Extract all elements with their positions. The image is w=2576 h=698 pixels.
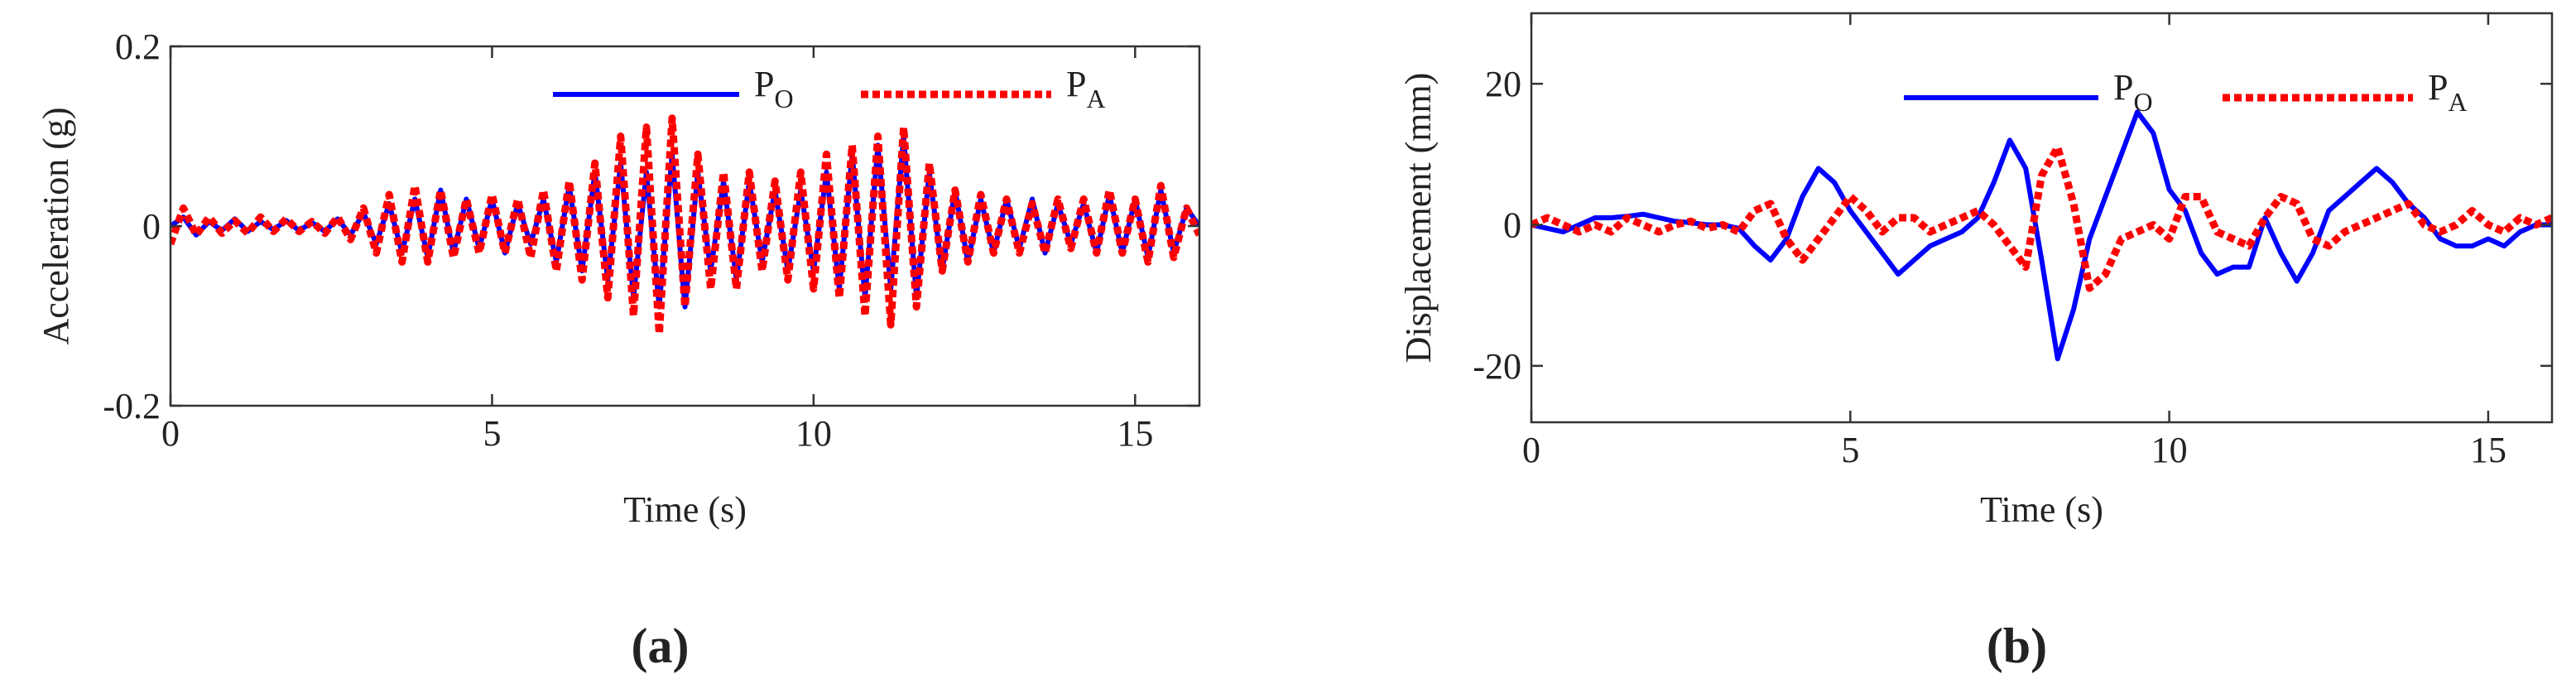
y-axis-label: Displacement (mm) [1398, 73, 1439, 363]
legend-sub: A [1086, 84, 1105, 113]
x-axis-label: Time (s) [1980, 489, 2103, 530]
plot-area [171, 114, 1199, 338]
series-line [1531, 109, 2552, 362]
series-line [171, 114, 1199, 338]
legend-label: PO [2113, 67, 2153, 117]
x-tick-label: 10 [795, 413, 832, 454]
x-tick-label: 10 [2151, 430, 2188, 470]
legend-label: PO [754, 64, 794, 113]
legend-main: P [2428, 67, 2448, 108]
series-line [1531, 143, 2552, 292]
x-tick-label: 5 [483, 413, 501, 454]
panel-label: (a) [632, 619, 690, 673]
axis-box [1530, 12, 2554, 424]
y-tick-label: 0 [1503, 205, 1521, 246]
x-axis-label: Time (s) [623, 489, 747, 530]
legend-main: P [1066, 64, 1086, 104]
x-tick-label: 0 [1522, 430, 1540, 470]
axis-box [169, 45, 1201, 407]
x-tick-label: 15 [2470, 430, 2506, 470]
legend-sub: O [2133, 87, 2152, 117]
legend-label: PA [1066, 64, 1106, 113]
x-tick-label: 15 [1117, 413, 1153, 454]
y-tick-label: -20 [1473, 346, 1521, 387]
y-tick-label: -0.2 [103, 386, 161, 426]
y-tick-label: 20 [1485, 64, 1521, 104]
y-tick-label: 0.2 [115, 26, 161, 67]
legend-sub: A [2448, 87, 2467, 117]
y-tick-label: 0 [142, 206, 161, 247]
plot-area [1531, 109, 2552, 362]
legend-sub: O [774, 84, 793, 113]
legend-label: PA [2428, 67, 2468, 117]
panel-label: (b) [1987, 619, 2047, 673]
legend-main: P [2113, 67, 2133, 108]
y-axis-label: Acceleration (g) [36, 107, 76, 344]
x-tick-label: 0 [161, 413, 180, 454]
legend-main: P [754, 64, 774, 104]
x-tick-label: 5 [1841, 430, 1859, 470]
